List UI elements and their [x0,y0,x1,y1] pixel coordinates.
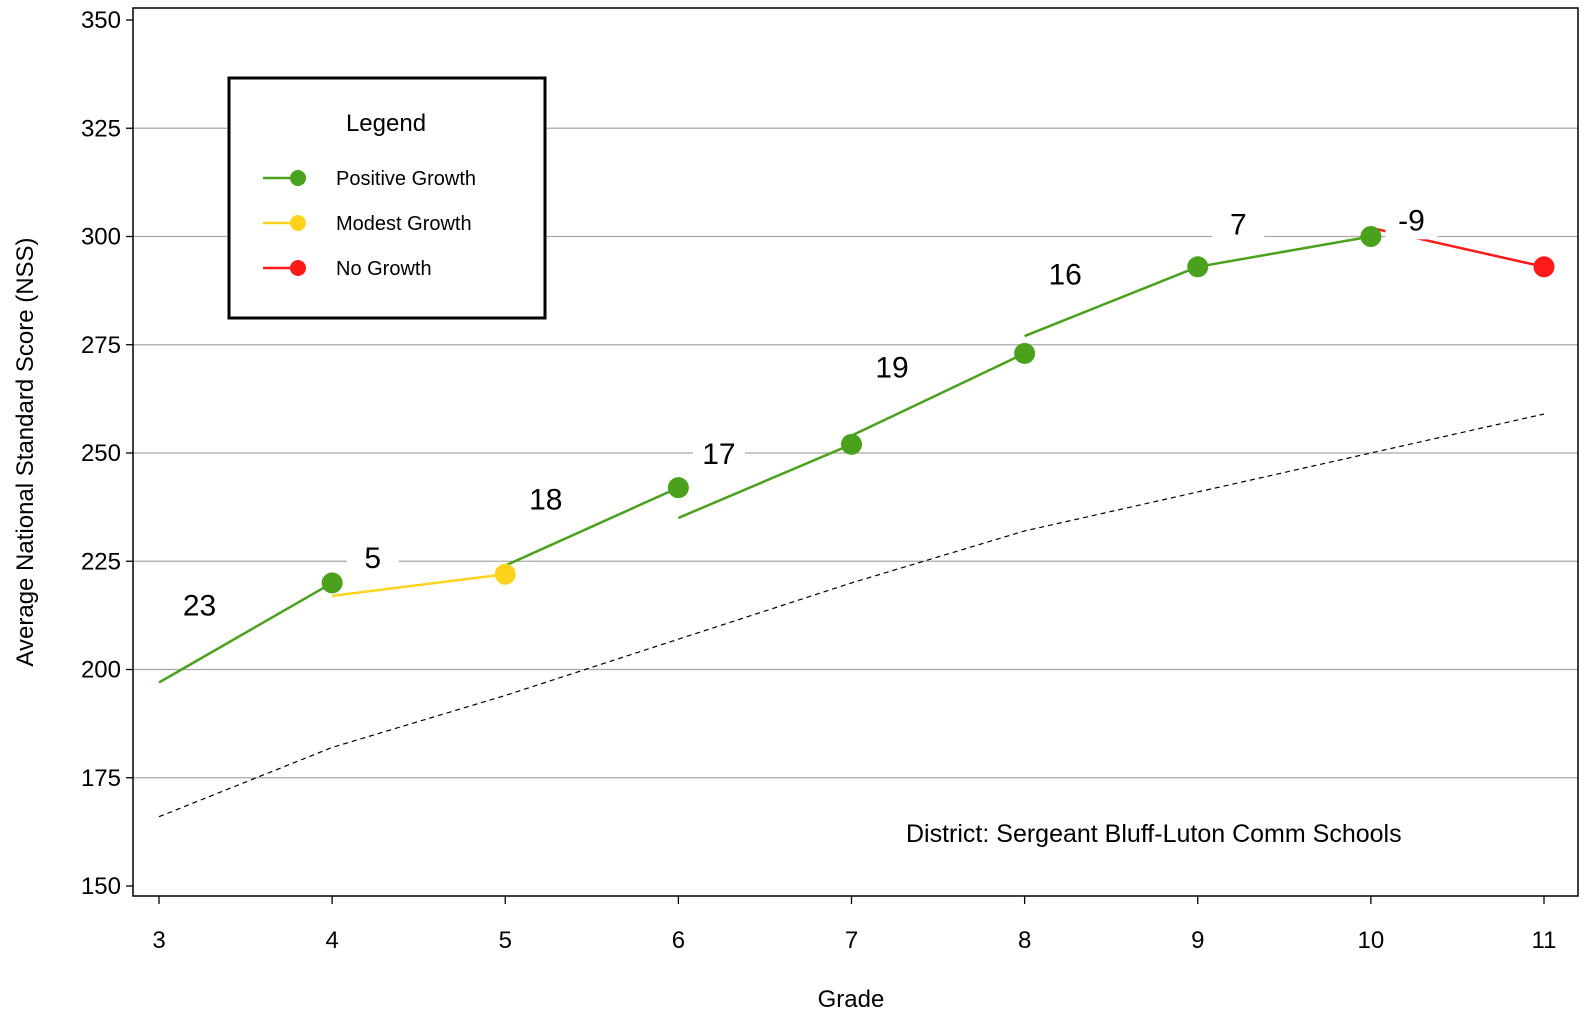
x-tick-label: 7 [845,927,858,954]
data-point [322,572,343,593]
district-annotation: District: Sergeant Bluff-Luton Comm Scho… [906,820,1402,848]
growth-label: 5 [364,542,381,575]
x-tick-label: 8 [1018,927,1031,954]
legend-entry-label: Modest Growth [336,213,472,235]
y-tick-label: 150 [81,873,121,900]
legend-title: Legend [346,110,426,137]
y-axis-ticks: 150 175 200 225 250 275 300 325 350 [81,7,133,900]
y-axis-label: Average National Standard Score (NSS) [12,237,39,666]
reference-line [159,414,1544,817]
data-point [495,564,516,585]
x-tick-label: 9 [1191,927,1204,954]
x-tick-label: 5 [499,927,512,954]
growth-segment [332,574,505,596]
growth-label: 18 [529,484,562,517]
y-tick-label: 225 [81,548,121,575]
growth-label: 16 [1049,258,1082,291]
legend-swatch-dot [290,260,306,276]
data-point [1014,343,1035,364]
y-tick-label: 275 [81,332,121,359]
y-tick-label: 200 [81,657,121,684]
y-tick-label: 250 [81,440,121,467]
legend: Legend Positive Growth Modest Growth No Gr… [229,78,545,318]
x-axis-ticks: 3 4 5 6 7 8 9 10 11 [152,896,1556,954]
x-tick-label: 11 [1532,927,1557,954]
growth-label: 23 [183,590,216,623]
legend-entry-label: Positive Growth [336,168,476,190]
legend-swatch-dot [290,215,306,231]
reference-line-group [159,414,1544,817]
x-tick-label: 6 [672,927,685,954]
x-tick-label: 3 [152,927,165,954]
growth-label: -9 [1398,204,1425,237]
data-point [1187,256,1208,277]
x-tick-label: 10 [1358,927,1385,954]
data-point [841,434,862,455]
growth-label: 7 [1230,209,1247,242]
legend-swatch-dot [290,170,306,186]
legend-entry-label: No Growth [336,258,432,280]
y-tick-label: 300 [81,224,121,251]
growth-label: 19 [875,352,908,385]
data-point [668,477,689,498]
y-tick-label: 325 [81,115,121,142]
x-axis-label: Grade [818,986,885,1013]
growth-label: 17 [702,438,735,471]
y-tick-label: 350 [81,7,121,34]
x-tick-label: 4 [325,927,338,954]
data-point [1534,256,1555,277]
y-tick-label: 175 [81,765,121,792]
data-point [1360,226,1381,247]
